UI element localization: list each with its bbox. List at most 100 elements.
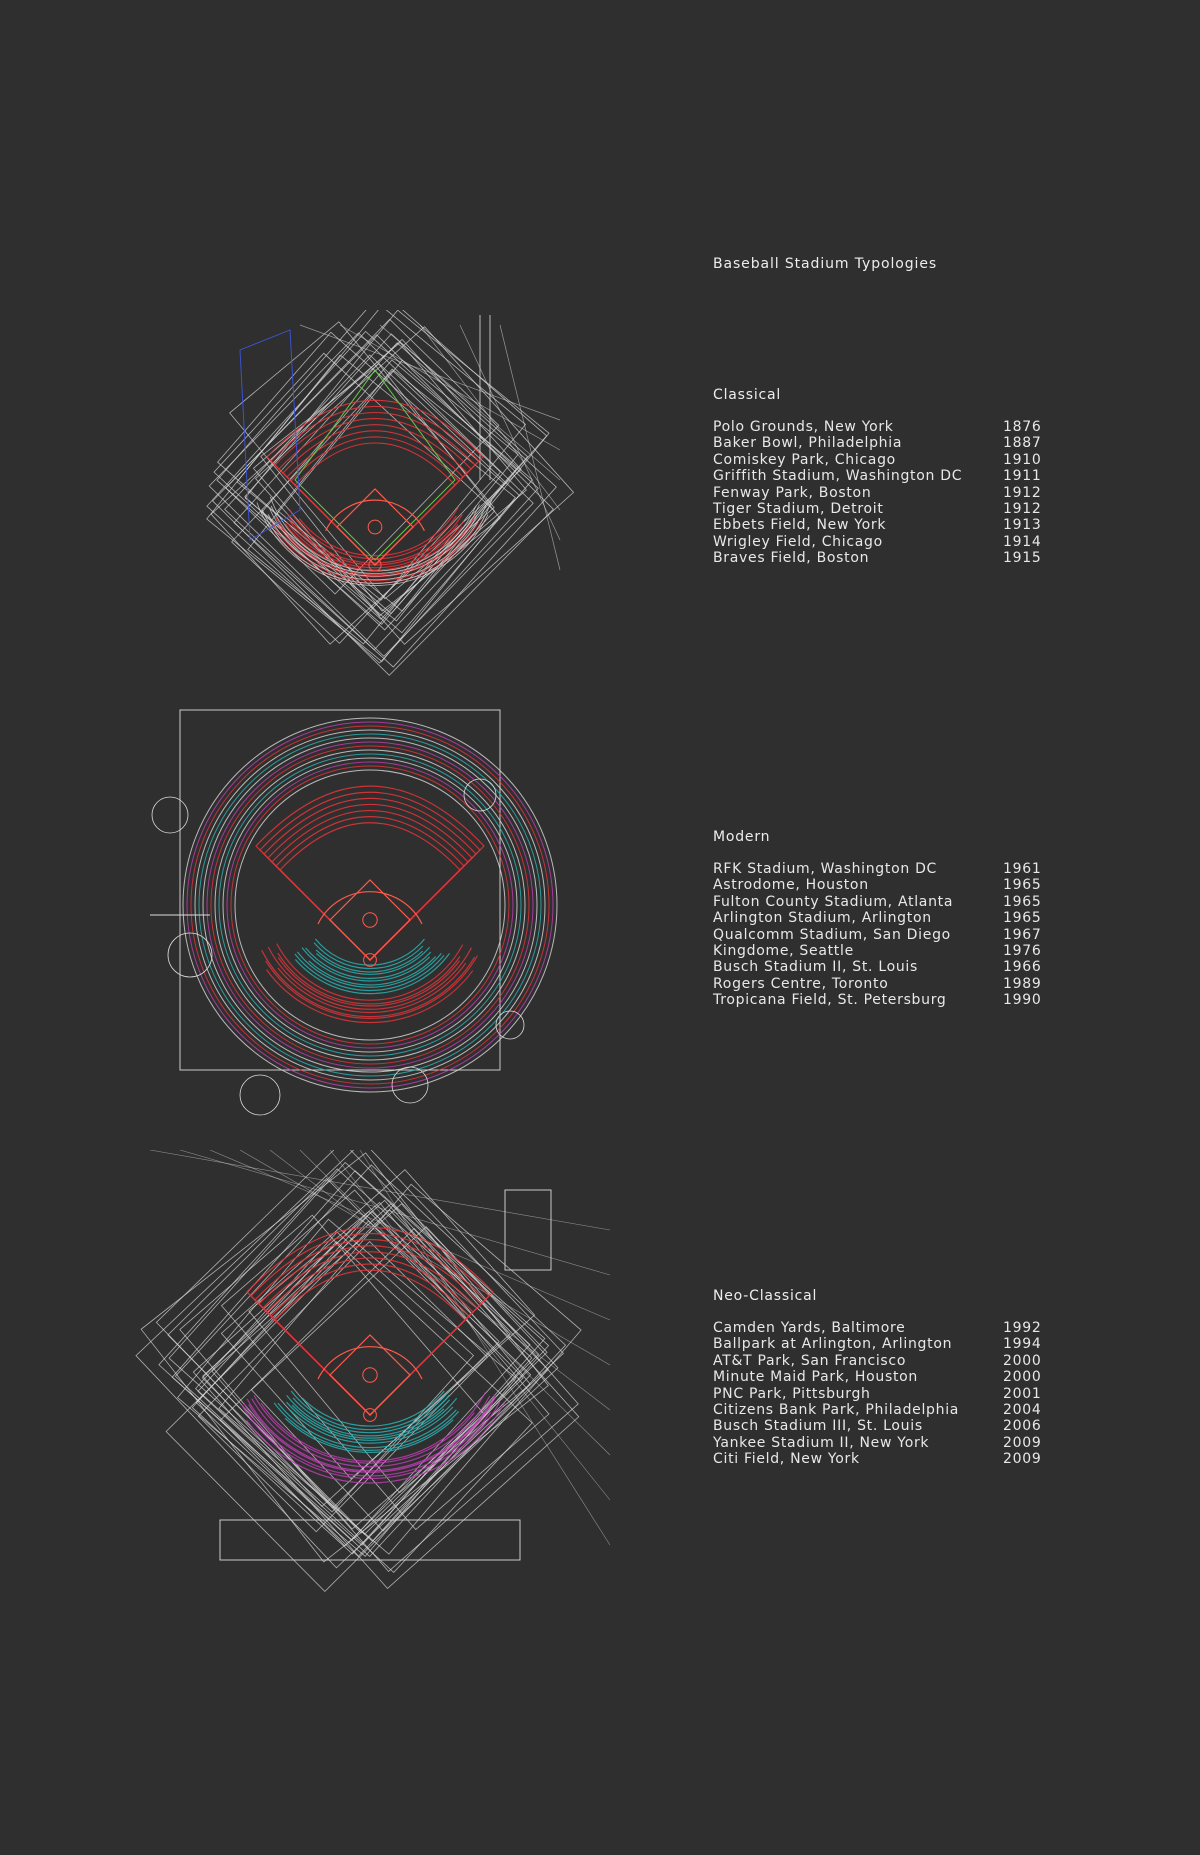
seating-arc [277,957,460,1007]
seating-arc [266,969,474,1024]
stadium-name: Rogers Centre, Toronto [713,975,889,992]
stadium-ring [230,765,510,1045]
seating-arc [286,1397,458,1441]
stadium-ring [206,741,534,1069]
stadium-name: Busch Stadium III, St. Louis [713,1418,923,1435]
stadium-ring [222,757,518,1053]
stadium-year: 1913 [1003,517,1042,534]
stadium-row: Polo Grounds, New York 1876 [713,419,1043,435]
group-heading: Classical [713,387,782,403]
seating-arc [292,1394,450,1434]
stadium-year: 1966 [1003,959,1042,976]
seating-arc [261,499,493,584]
street-line [359,1150,611,1546]
pitchers-mound [362,1367,378,1383]
stadium-row: Braves Field, Boston 1915 [713,550,1043,566]
field-outline [258,1245,482,1416]
stadium-ring [194,729,546,1081]
stadium-year: 2004 [1003,1402,1042,1419]
stadium-year: 1967 [1003,926,1042,943]
street-line [329,1150,611,1501]
seating-arc [246,1394,496,1472]
stadium-name: Comiskey Park, Chicago [713,451,896,468]
stadium-row: Qualcomm Stadium, San Diego 1967 [713,927,1043,943]
ramp-circle [167,932,213,978]
stadium-name: Polo Grounds, New York [713,419,894,435]
seating-arc [256,502,489,586]
street-line [239,1150,611,1366]
stadium-ring [234,769,506,1041]
stadium-name: RFK Stadium, Washington DC [713,861,938,877]
stadium-name: Camden Yards, Baltimore [713,1320,906,1336]
site-outline [179,709,501,1071]
home-plate-circle [363,1408,377,1422]
stadium-name: Tiger Stadium, Detroit [713,501,884,518]
stadium-name: Astrodome, Houston [713,877,869,894]
field-outline [259,791,481,961]
seating-arc [294,953,450,995]
stadium-name: Citizens Bank Park, Philadelphia [713,1402,960,1419]
stadium-name: Ebbets Field, New York [713,517,887,534]
seating-arc [261,950,476,1018]
stadium-year: 1910 [1003,451,1042,468]
seating-arc [284,1417,454,1453]
group-classical: Classical Polo Grounds, New York 1876 Bak… [713,387,1043,567]
field-outline [246,1226,494,1416]
field-outline [279,822,461,961]
field-outline [250,1232,490,1416]
stadium-year: 2001 [1003,1385,1042,1402]
field-outline [254,1239,486,1416]
stadium-row: Rogers Centre, Toronto 1989 [713,976,1043,992]
stadium-year: 1915 [1003,550,1042,567]
stadium-outline [158,1168,531,1541]
field-outline [286,430,464,566]
seating-arc [265,955,479,1019]
stadium-list: RFK Stadium, Washington DC 1961 Astrodome… [713,861,1043,1009]
seating-arc [277,962,467,1014]
stadium-outline [197,1241,533,1574]
stadium-name: AT&T Park, San Francisco [713,1352,907,1369]
stadium-outline [220,1169,536,1480]
seating-arc [284,523,463,571]
stadium-name: Kingdome, Seattle [713,943,854,960]
stadium-ring [218,753,522,1057]
stadium-ring [214,749,526,1061]
home-plate-circle [368,558,382,572]
stadium-name: Braves Field, Boston [713,550,870,567]
stadium-ring [190,725,550,1085]
seating-arc [260,1392,486,1462]
ramp-circle [391,1066,429,1104]
stadium-year: 1914 [1003,533,1042,550]
stadium-row: Wrigley Field, Chicago 1914 [713,534,1043,550]
seating-arc [269,496,477,572]
stadium-outline [217,331,506,615]
seating-arc [286,513,463,564]
group-heading: Modern [713,829,771,845]
stadium-year: 1912 [1003,501,1042,518]
stadium-outline [140,1152,549,1563]
stadium-outline [225,318,500,595]
field-outline [267,804,473,961]
stadium-outline [206,330,539,664]
stadium-outline [216,310,548,625]
seating-arc [301,1390,445,1427]
stadium-year: 1976 [1003,943,1042,960]
field-outline [271,809,469,961]
stadium-row: Tropicana Field, St. Petersburg 1990 [713,992,1043,1008]
group-modern: Modern RFK Stadium, Washington DC 1961 As… [713,829,1043,1009]
street-line [499,324,561,571]
stadium-name: Fenway Park, Boston [713,484,872,501]
street-line [459,324,561,541]
field-outline [266,1257,474,1416]
seating-arc [270,521,479,582]
stadium-outline [208,332,534,657]
stadium-row: Baker Bowl, Philadelphia 1887 [713,435,1043,451]
street-line [339,324,561,451]
stadium-row: Busch Stadium III, St. Louis 2006 [713,1418,1043,1434]
street-line [299,324,561,421]
field-outline [275,816,465,961]
stadium-name: Yankee Stadium II, New York [713,1434,930,1451]
stadium-ring [182,717,558,1093]
street-line [179,1150,611,1276]
stadium-outline [195,1220,532,1557]
